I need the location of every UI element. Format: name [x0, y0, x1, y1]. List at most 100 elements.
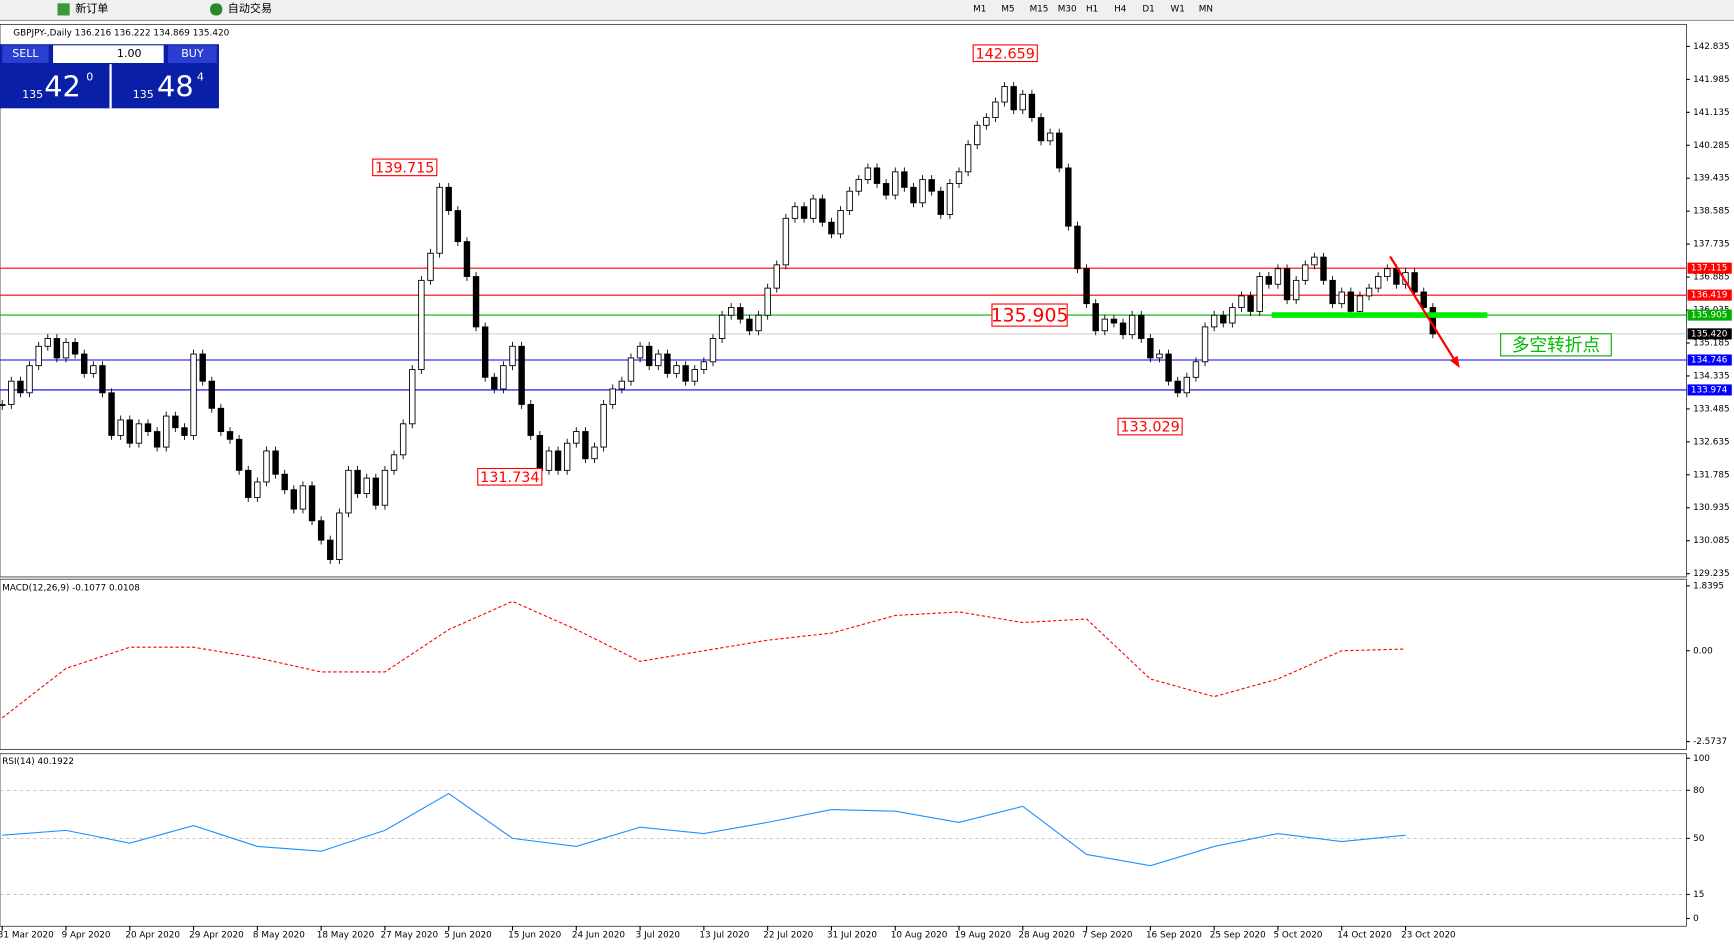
candle	[764, 287, 771, 316]
timeframe[interactable]: MN	[1199, 4, 1213, 14]
bid-small: 0	[86, 70, 93, 83]
candle	[837, 210, 844, 235]
y-tick-label: 140.285	[1693, 141, 1730, 151]
candle	[135, 423, 143, 444]
timeframe[interactable]: M15	[1030, 4, 1049, 14]
x-tick-label: 29 Apr 2020	[189, 931, 244, 941]
auto-trade-icon[interactable]	[210, 3, 223, 16]
candle	[354, 469, 361, 495]
timeframe[interactable]: W1	[1171, 4, 1185, 14]
candle	[454, 210, 462, 243]
candle	[1229, 307, 1236, 324]
y-tick-label: 15	[1693, 890, 1704, 900]
candle	[1001, 86, 1008, 103]
candle	[1092, 303, 1099, 332]
candle	[1010, 86, 1017, 111]
candle	[53, 338, 61, 359]
candle	[108, 392, 115, 436]
rsi-line	[2, 792, 1406, 867]
candle	[655, 353, 662, 367]
candle	[153, 431, 161, 448]
candle	[1156, 353, 1163, 359]
candle	[327, 539, 334, 560]
sell-button[interactable]	[2, 45, 49, 63]
candle	[290, 489, 298, 510]
candle	[1311, 256, 1318, 266]
lot-input[interactable]	[53, 45, 164, 63]
candle	[545, 450, 553, 471]
candle	[718, 314, 726, 339]
x-tick-label: 28 Aug 2020	[1018, 931, 1075, 941]
candle	[828, 221, 835, 235]
candle	[299, 485, 307, 510]
price-tag	[1687, 354, 1732, 366]
candle	[1183, 376, 1191, 394]
x-tick-label: 20 Apr 2020	[125, 931, 180, 941]
candle	[226, 431, 234, 440]
candle	[1411, 272, 1418, 293]
candle	[1037, 117, 1045, 142]
candle	[62, 341, 70, 359]
x-tick-label: 13 Jul 2020	[699, 931, 749, 941]
timeframe[interactable]: D1	[1142, 4, 1154, 14]
candle	[427, 252, 434, 281]
lot[interactable]: 1.00	[117, 47, 142, 60]
sell-label[interactable]: SELL	[12, 47, 39, 60]
timeframe[interactable]: H4	[1114, 4, 1127, 14]
timeframe[interactable]: M1	[973, 4, 986, 14]
ask-main: 48	[157, 69, 194, 103]
candle	[1365, 287, 1373, 297]
bid-big: 135	[22, 88, 43, 101]
candle	[235, 438, 243, 471]
buy-label[interactable]: BUY	[181, 47, 204, 60]
candle	[673, 365, 680, 374]
candle	[1256, 276, 1263, 312]
bid-main: 42	[44, 69, 81, 103]
annotation: 139.715	[375, 160, 434, 176]
y-tick-label: 134.335	[1693, 371, 1730, 381]
candle	[609, 388, 616, 405]
candle	[509, 345, 516, 367]
candle	[955, 171, 963, 184]
note-box	[1500, 333, 1612, 357]
candle	[791, 206, 799, 219]
candle	[1210, 314, 1218, 328]
candle	[90, 365, 97, 374]
candle	[99, 365, 106, 394]
candle	[1174, 380, 1181, 394]
candle	[1201, 326, 1209, 363]
candle	[855, 179, 862, 192]
current-price-tag	[1687, 328, 1732, 340]
annotation-box	[1117, 417, 1183, 436]
x-tick-label: 25 Sep 2020	[1210, 931, 1266, 941]
candle	[281, 473, 288, 491]
candle	[1393, 268, 1400, 285]
candle	[755, 314, 762, 332]
candle	[645, 345, 653, 367]
candle	[1019, 93, 1027, 111]
candle	[846, 190, 853, 212]
timeframe[interactable]: H1	[1086, 4, 1098, 14]
y-tick-label: 0	[1693, 914, 1699, 924]
candle	[937, 190, 944, 215]
new-order-icon[interactable]	[57, 3, 70, 16]
x-tick-label: 22 Jul 2020	[763, 931, 813, 941]
candle	[901, 171, 908, 188]
timeframe[interactable]: M5	[1001, 4, 1014, 14]
candle	[199, 353, 206, 382]
y-tick-label: 141.135	[1693, 108, 1730, 118]
x-tick-label: 31 Mar 2020	[0, 931, 54, 941]
timeframe[interactable]: M30	[1058, 4, 1077, 14]
y-tick-label: 142.835	[1693, 42, 1730, 52]
y-tick-label: 1.8395	[1693, 581, 1724, 591]
buy-button[interactable]	[168, 45, 217, 63]
y-tick-label: 100	[1693, 754, 1710, 764]
candle	[1101, 318, 1109, 332]
candle	[819, 198, 826, 223]
new-order[interactable]: 新订单	[75, 1, 108, 15]
candle	[892, 171, 899, 196]
candle	[481, 326, 489, 378]
auto-trade[interactable]: 自动交易	[228, 1, 272, 15]
